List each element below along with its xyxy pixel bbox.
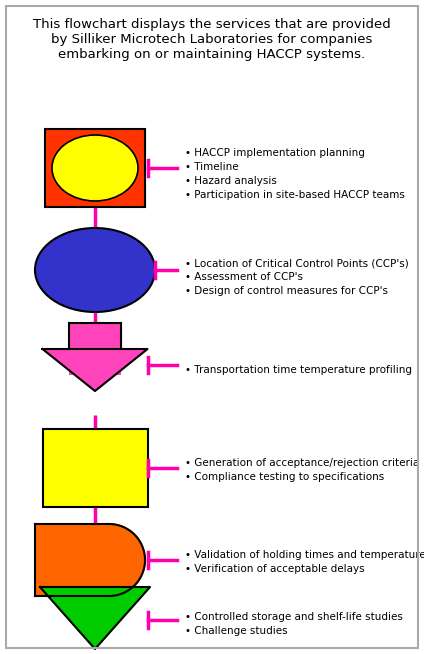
Bar [69,323,121,375]
Text: • Design of control measures for CCP's: • Design of control measures for CCP's [185,286,388,296]
Text: • Assessment of CCP's: • Assessment of CCP's [185,272,303,282]
Text: • Validation of holding times and temperatures: • Validation of holding times and temper… [185,550,424,560]
Ellipse shape [35,228,155,312]
Text: • Challenge studies: • Challenge studies [185,626,287,636]
Ellipse shape [52,135,138,201]
Polygon shape [40,587,150,649]
Text: • Compliance testing to specifications: • Compliance testing to specifications [185,472,384,482]
Text: • Participation in site-based HACCP teams: • Participation in site-based HACCP team… [185,190,405,200]
Bar [35,524,109,596]
Bar [42,429,148,507]
Text: • Location of Critical Control Points (CCP's): • Location of Critical Control Points (C… [185,258,409,268]
Text: • Controlled storage and shelf-life studies: • Controlled storage and shelf-life stud… [185,612,403,622]
Text: • Verification of acceptable delays: • Verification of acceptable delays [185,564,365,574]
Text: • Transportation time temperature profiling: • Transportation time temperature profil… [185,365,412,375]
Text: • Timeline: • Timeline [185,162,239,172]
Polygon shape [109,524,145,596]
Text: • Generation of acceptance/rejection criteria: • Generation of acceptance/rejection cri… [185,458,419,468]
Bar [45,129,145,207]
Polygon shape [109,524,145,596]
Text: This flowchart displays the services that are provided
by Silliker Microtech Lab: This flowchart displays the services tha… [33,18,391,61]
Polygon shape [42,349,148,391]
Text: • HACCP implementation planning: • HACCP implementation planning [185,148,365,158]
Text: • Hazard analysis: • Hazard analysis [185,176,277,186]
